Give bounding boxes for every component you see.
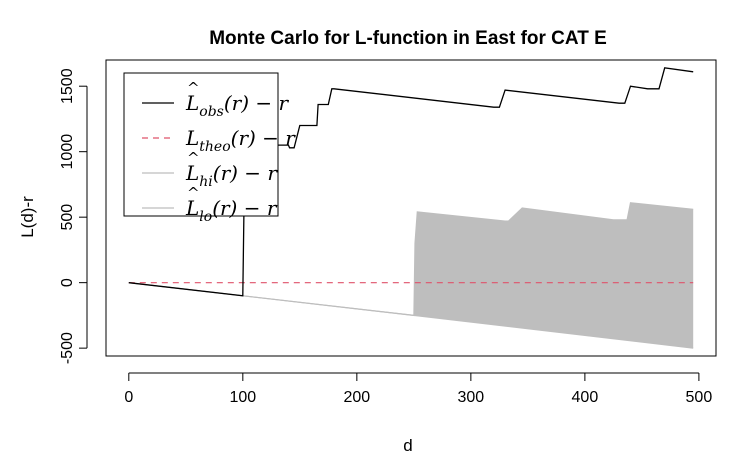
legend-label-theo: Ltheo(r) − r (185, 126, 296, 155)
y-tick-label: 0 (59, 278, 76, 287)
x-tick-label: 500 (686, 389, 713, 406)
y-tick-label: 500 (59, 204, 76, 231)
x-tick-label: 400 (572, 389, 599, 406)
legend-box (123, 72, 279, 217)
plot-area: 0 100 200 300 400 500 -500 0 500 1000 1500 Lobs(r) … (59, 59, 717, 406)
legend-hat-hi: ^ (187, 149, 200, 167)
y-tick-label: 1000 (59, 134, 76, 170)
envelope-band (413, 202, 694, 349)
y-tick-label: -500 (59, 332, 76, 364)
chart-title: Monte Carlo for L-function in East for C… (209, 28, 607, 49)
series-line-hi (128, 202, 694, 317)
legend-label-obs: Lobs(r) − r (185, 91, 289, 120)
x-axis-label: d (403, 436, 412, 455)
y-tick-label: 1500 (59, 68, 76, 104)
legend-label-lo: Llo(r) − r (185, 196, 278, 225)
plot-frame (105, 59, 717, 357)
x-tick-label: 100 (229, 389, 256, 406)
legend-hat-lo: ^ (187, 184, 200, 202)
legend-label-hi: Lhi(r) − r (185, 161, 278, 190)
y-axis-label: L(d)-r (18, 196, 37, 238)
x-tick-label: 200 (343, 389, 370, 406)
x-tick-label: 0 (124, 389, 133, 406)
legend-hat-obs: ^ (187, 79, 200, 97)
x-tick-label: 300 (458, 389, 485, 406)
